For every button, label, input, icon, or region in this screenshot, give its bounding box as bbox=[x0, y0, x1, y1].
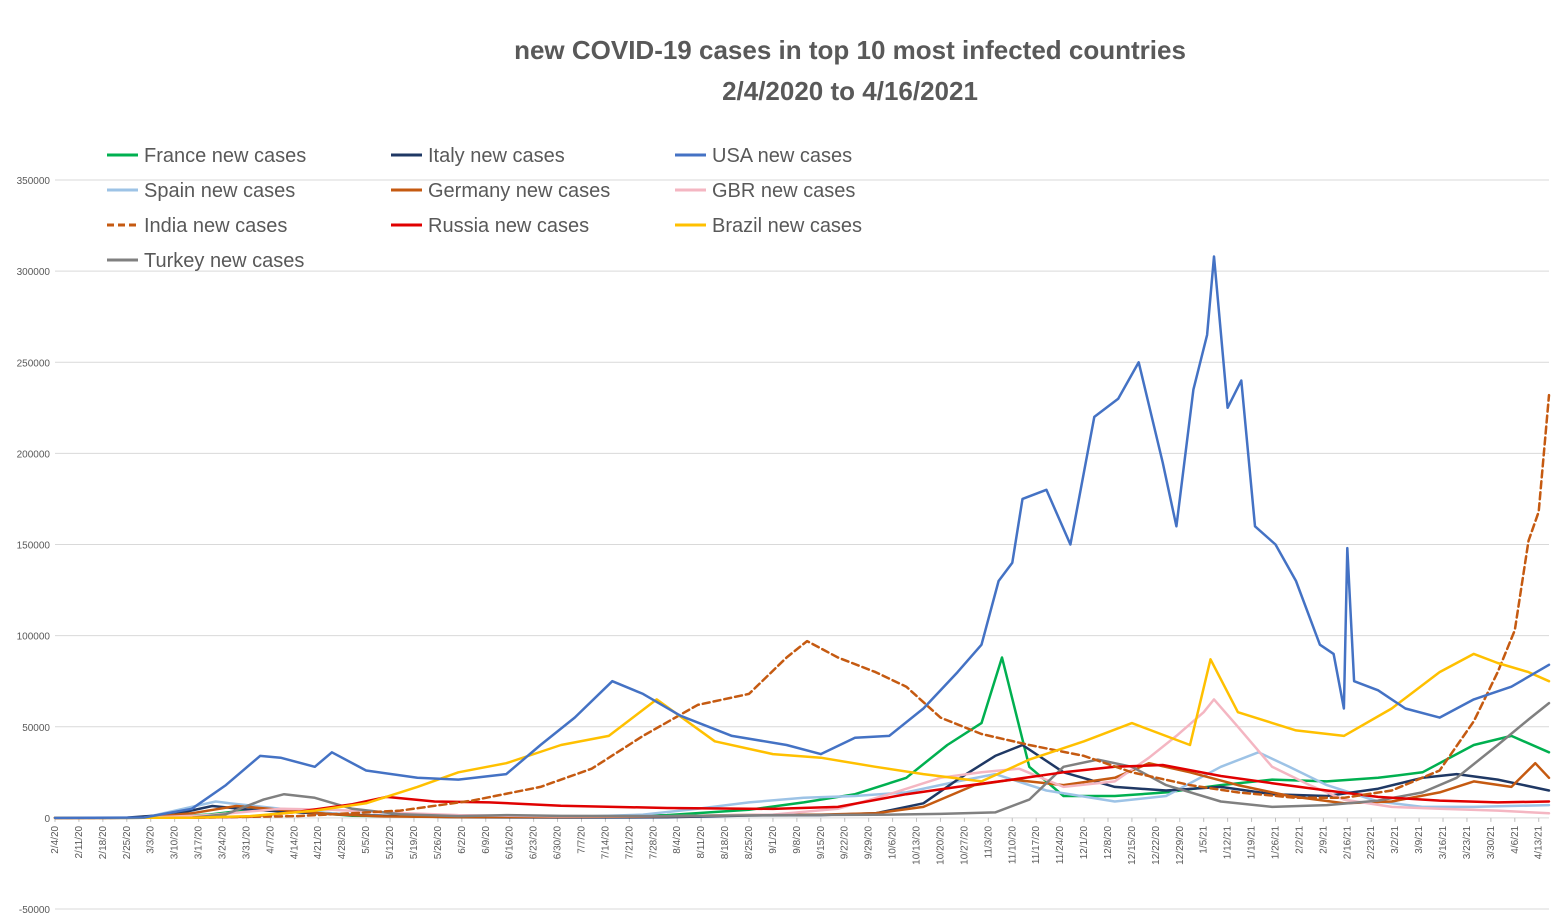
chart-title-line-1: new COVID-19 cases in top 10 most infect… bbox=[514, 35, 1186, 65]
x-tick-label: 11/24/20 bbox=[1055, 825, 1066, 864]
x-tick-label: 9/15/20 bbox=[816, 825, 827, 859]
x-tick-label: 6/23/20 bbox=[529, 825, 540, 859]
x-tick-label: 9/22/20 bbox=[840, 825, 851, 859]
series-line-spain-new-cases bbox=[53, 751, 1551, 820]
x-tick-label: 11/10/20 bbox=[1007, 825, 1018, 864]
legend-label: Turkey new cases bbox=[144, 250, 304, 272]
x-tick-label: 1/19/21 bbox=[1247, 825, 1258, 859]
x-tick-label: 4/6/21 bbox=[1510, 825, 1521, 853]
x-tick-label: 11/17/20 bbox=[1031, 825, 1042, 864]
y-tick-label: -50000 bbox=[19, 905, 51, 916]
x-tick-label: 4/21/20 bbox=[313, 825, 324, 859]
x-tick-label: 5/26/20 bbox=[433, 825, 444, 859]
legend-label: Brazil new cases bbox=[712, 215, 862, 237]
y-tick-label: 0 bbox=[44, 814, 50, 825]
x-tick-label: 3/2/21 bbox=[1390, 825, 1401, 853]
x-tick-label: 12/1/20 bbox=[1079, 825, 1090, 859]
x-tick-label: 9/8/20 bbox=[792, 825, 803, 853]
x-tick-label: 9/1/20 bbox=[768, 825, 779, 853]
x-tick-label: 2/9/21 bbox=[1318, 825, 1329, 853]
x-tick-label: 1/5/21 bbox=[1199, 825, 1210, 853]
x-tick-label: 12/29/20 bbox=[1175, 825, 1186, 864]
y-tick-label: 200000 bbox=[17, 449, 51, 460]
gridlines bbox=[55, 179, 1549, 910]
x-tick-label: 7/14/20 bbox=[600, 825, 611, 859]
x-tick-label: 12/15/20 bbox=[1127, 825, 1138, 864]
x-tick-label: 2/18/20 bbox=[98, 825, 109, 859]
x-tick-label: 2/25/20 bbox=[122, 825, 133, 859]
x-tick-label: 7/28/20 bbox=[648, 825, 659, 859]
chart-title-line-2: 2/4/2020 to 4/16/2021 bbox=[722, 76, 978, 106]
series-line-india-new-cases bbox=[53, 393, 1551, 820]
x-tick-label: 3/17/20 bbox=[194, 825, 205, 859]
x-tick-label: 3/30/21 bbox=[1486, 825, 1497, 859]
x-tick-label: 8/25/20 bbox=[744, 825, 755, 859]
y-tick-label: 100000 bbox=[17, 632, 51, 643]
x-tick-label: 11/3/20 bbox=[983, 825, 994, 858]
x-tick-label: 8/18/20 bbox=[720, 825, 731, 859]
x-tick-label: 6/2/20 bbox=[457, 825, 468, 853]
legend-label: Spain new cases bbox=[144, 180, 295, 202]
x-axis-tick-labels: 2/4/20 2/11/20 2/18/20 2/25/20 3/3/20 3/10/20… bbox=[50, 817, 1545, 865]
x-tick-label: 8/11/20 bbox=[696, 825, 707, 858]
x-tick-label: 12/22/20 bbox=[1151, 825, 1162, 864]
series-line-italy-new-cases bbox=[53, 743, 1551, 820]
x-tick-label: 9/29/20 bbox=[864, 825, 875, 859]
legend-label: India new cases bbox=[144, 215, 287, 237]
x-tick-label: 1/26/21 bbox=[1270, 825, 1281, 859]
x-tick-label: 7/7/20 bbox=[576, 825, 587, 853]
x-tick-label: 4/14/20 bbox=[289, 825, 300, 859]
x-tick-label: 3/31/20 bbox=[241, 825, 252, 859]
x-tick-label: 3/3/20 bbox=[146, 825, 157, 853]
x-tick-label: 1/12/21 bbox=[1223, 825, 1234, 859]
series-line-usa-new-cases bbox=[53, 255, 1551, 820]
x-tick-label: 6/9/20 bbox=[481, 825, 492, 853]
legend-label: Germany new cases bbox=[428, 180, 610, 202]
x-tick-label: 2/11/20 bbox=[74, 825, 85, 858]
x-tick-label: 10/27/20 bbox=[959, 825, 970, 864]
x-tick-label: 8/4/20 bbox=[672, 825, 683, 853]
legend-label: Russia new cases bbox=[428, 215, 589, 237]
x-tick-label: 10/13/20 bbox=[912, 825, 923, 864]
x-tick-label: 4/28/20 bbox=[337, 825, 348, 859]
x-tick-label: 3/9/21 bbox=[1414, 825, 1425, 853]
x-tick-label: 7/21/20 bbox=[624, 825, 635, 859]
x-tick-label: 3/24/20 bbox=[218, 825, 229, 859]
y-tick-label: 350000 bbox=[17, 176, 51, 187]
y-tick-label: 150000 bbox=[17, 541, 51, 552]
series-line-turkey-new-cases bbox=[53, 701, 1551, 820]
legend: France new cases Italy new cases USA new c… bbox=[107, 145, 862, 272]
x-tick-label: 3/16/21 bbox=[1438, 825, 1449, 859]
x-tick-label: 6/30/20 bbox=[553, 825, 564, 859]
series-line-brazil-new-cases bbox=[53, 652, 1551, 820]
x-tick-label: 12/8/20 bbox=[1103, 825, 1114, 859]
legend-label: GBR new cases bbox=[712, 180, 855, 202]
x-tick-label: 5/12/20 bbox=[385, 825, 396, 859]
x-tick-label: 2/16/21 bbox=[1342, 825, 1353, 859]
x-tick-label: 5/5/20 bbox=[361, 825, 372, 853]
x-tick-label: 2/4/20 bbox=[50, 825, 61, 853]
y-tick-label: 250000 bbox=[17, 358, 51, 369]
x-tick-label: 3/23/21 bbox=[1462, 825, 1473, 859]
series-lines bbox=[53, 255, 1551, 820]
x-tick-label: 2/2/21 bbox=[1294, 825, 1305, 853]
y-tick-label: 50000 bbox=[22, 723, 50, 734]
y-tick-label: 300000 bbox=[17, 267, 51, 278]
x-tick-label: 10/20/20 bbox=[935, 825, 946, 864]
x-tick-label: 5/19/20 bbox=[409, 825, 420, 859]
x-tick-label: 4/7/20 bbox=[265, 825, 276, 853]
y-axis-tick-labels: -50000 0 50000 100000 150000 200000 250000 3000… bbox=[17, 176, 51, 916]
x-tick-label: 10/6/20 bbox=[888, 825, 899, 859]
x-tick-label: 2/23/21 bbox=[1366, 825, 1377, 859]
x-tick-label: 4/13/21 bbox=[1534, 825, 1545, 859]
legend-label: France new cases bbox=[144, 145, 306, 167]
x-tick-label: 6/16/20 bbox=[505, 825, 516, 859]
legend-label: USA new cases bbox=[712, 145, 852, 167]
legend-label: Italy new cases bbox=[428, 145, 565, 167]
x-tick-label: 3/10/20 bbox=[170, 825, 181, 859]
